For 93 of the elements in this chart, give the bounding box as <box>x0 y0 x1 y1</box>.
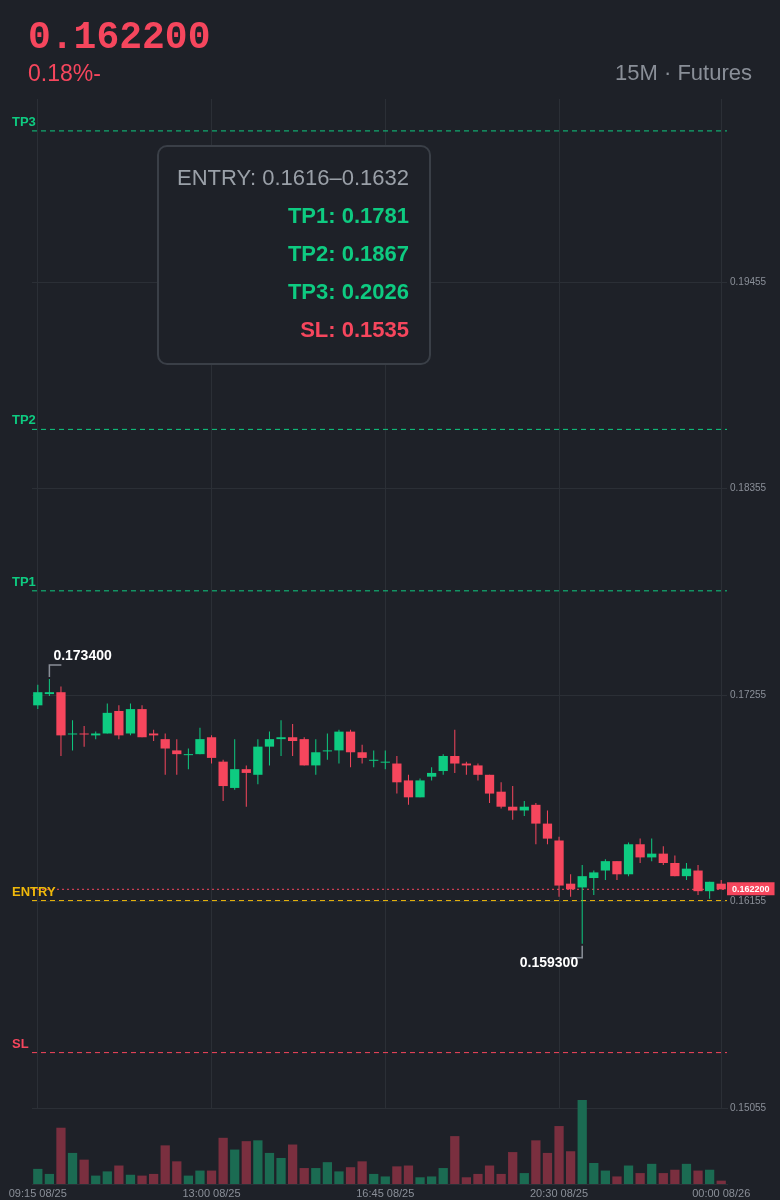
bar <box>230 1149 240 1184</box>
bar <box>403 1165 414 1184</box>
bar <box>577 1100 587 1184</box>
bar <box>183 1175 194 1184</box>
bar <box>206 1170 217 1184</box>
bar <box>56 1127 66 1184</box>
ref-line-label: TP1 <box>12 573 36 589</box>
y-tick-label: 0.16155 <box>730 895 767 907</box>
x-tick-label: 00:00 08/26 <box>692 1186 751 1199</box>
ref-line-label: ENTRY <box>12 883 56 899</box>
bar <box>357 1161 367 1184</box>
bar <box>241 1141 251 1184</box>
ref-line-label: 0.162200 <box>732 883 770 894</box>
bar <box>635 1173 645 1184</box>
bar <box>195 1170 205 1184</box>
candlestick <box>67 720 78 751</box>
bar <box>426 1176 437 1184</box>
bar <box>693 1170 703 1184</box>
x-tick-label: 16:45 08/25 <box>356 1186 415 1199</box>
bar <box>519 1173 529 1184</box>
bar <box>380 1176 390 1184</box>
bar <box>218 1137 228 1184</box>
bar <box>415 1177 425 1184</box>
bar <box>623 1165 634 1184</box>
candlestick <box>183 748 194 770</box>
y-tick-label: 0.19455 <box>730 275 767 287</box>
bar <box>438 1168 448 1184</box>
bar <box>345 1167 356 1184</box>
bar <box>704 1169 715 1184</box>
x-tick-label: 20:30 08/25 <box>529 1186 589 1199</box>
x-tick-label: 13:00 08/25 <box>182 1186 241 1199</box>
chart-subtitle: 15M · Futures <box>615 60 752 86</box>
bar <box>612 1176 622 1184</box>
ref-line-label: TP2 <box>12 412 36 428</box>
bar <box>287 1144 298 1184</box>
bar <box>137 1175 147 1184</box>
text: 0.162200 <box>28 16 211 59</box>
bar <box>79 1159 89 1184</box>
bar <box>33 1168 43 1184</box>
annotation: ENTRY: 0.1616–0.1632 <box>176 164 409 192</box>
bar <box>148 1173 159 1184</box>
candlestick <box>380 750 390 770</box>
bar <box>681 1163 692 1184</box>
bar <box>91 1175 101 1184</box>
y-tick-label: 0.15055 <box>730 1101 767 1113</box>
candlestick <box>241 765 251 807</box>
bar <box>496 1173 506 1184</box>
bar <box>450 1136 460 1184</box>
candlestick <box>369 750 379 768</box>
annotation: 0.173400 <box>53 646 112 663</box>
candlestick <box>276 720 286 757</box>
bar <box>647 1163 657 1184</box>
bar <box>334 1171 344 1184</box>
bar <box>392 1166 402 1184</box>
bar <box>253 1140 263 1184</box>
bar <box>264 1152 275 1184</box>
bar <box>658 1173 668 1184</box>
bar <box>600 1170 611 1184</box>
bar <box>508 1152 518 1184</box>
bar <box>276 1157 286 1184</box>
bar <box>542 1152 553 1184</box>
bar <box>589 1163 599 1184</box>
bar <box>670 1169 680 1184</box>
y-tick-label: 0.17255 <box>730 688 767 700</box>
bar <box>67 1152 78 1184</box>
y-tick-label: 0.18355 <box>730 482 767 494</box>
annotation: TP2: 0.1867 <box>286 240 409 268</box>
bar <box>114 1165 124 1184</box>
bar <box>125 1174 136 1184</box>
bar <box>369 1173 379 1184</box>
candlestick <box>79 725 89 747</box>
ref-line-label: TP3 <box>12 113 36 129</box>
bar <box>554 1126 564 1184</box>
bar <box>299 1168 309 1184</box>
bar <box>473 1173 483 1184</box>
bar <box>102 1171 112 1184</box>
bar <box>531 1140 541 1184</box>
bar <box>172 1161 182 1184</box>
bar <box>44 1173 55 1184</box>
bar <box>160 1145 170 1184</box>
annotation: 0.159300 <box>519 953 579 970</box>
bar <box>311 1168 321 1184</box>
annotation: SL: 0.1535 <box>299 316 409 344</box>
bar <box>565 1151 576 1184</box>
annotation: TP1: 0.1781 <box>286 202 409 230</box>
annotation: TP3: 0.2026 <box>286 278 409 306</box>
text: 0.18%- <box>28 60 101 87</box>
bar <box>484 1165 495 1184</box>
ref-line-label: SL <box>12 1035 29 1051</box>
x-tick-label: 09:15 08/25 <box>8 1186 67 1199</box>
bar <box>461 1177 472 1184</box>
bar <box>322 1162 333 1184</box>
candlestick <box>322 733 333 760</box>
